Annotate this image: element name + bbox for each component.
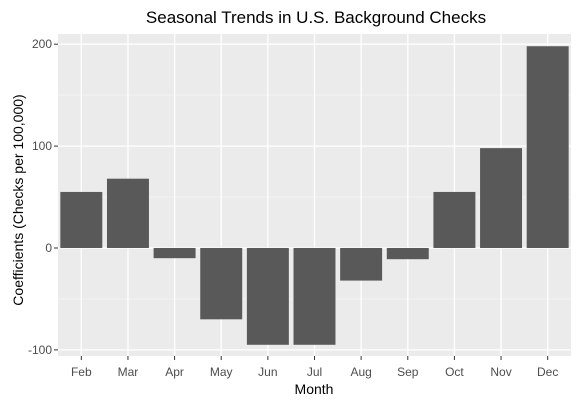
y-tick-label: -100 bbox=[28, 343, 52, 357]
bar-may bbox=[200, 248, 242, 319]
x-tick-label: May bbox=[210, 365, 233, 379]
x-axis-title: Month bbox=[295, 381, 334, 397]
bar-jun bbox=[247, 248, 289, 345]
bar-mar bbox=[107, 179, 149, 248]
bar-sep bbox=[387, 248, 429, 259]
y-axis-title: Coefficients (Checks per 100,000) bbox=[10, 94, 26, 305]
x-tick-label: Mar bbox=[118, 365, 139, 379]
x-tick-label: Feb bbox=[71, 365, 92, 379]
x-tick-label: Nov bbox=[490, 365, 511, 379]
x-tick-label: Apr bbox=[165, 365, 184, 379]
bar-nov bbox=[480, 148, 522, 248]
y-tick-label: 200 bbox=[32, 37, 52, 51]
x-tick-label: Dec bbox=[537, 365, 558, 379]
y-tick-label: 100 bbox=[32, 139, 52, 153]
x-tick-label: Aug bbox=[350, 365, 371, 379]
chart-title: Seasonal Trends in U.S. Background Check… bbox=[146, 8, 486, 27]
y-tick-label: 0 bbox=[45, 241, 52, 255]
x-tick-label: Jun bbox=[258, 365, 277, 379]
bar-oct bbox=[433, 192, 475, 248]
x-tick-label: Jul bbox=[307, 365, 322, 379]
bar-aug bbox=[340, 248, 382, 281]
bar-dec bbox=[527, 46, 569, 248]
x-tick-label: Oct bbox=[445, 365, 464, 379]
x-tick-label: Sep bbox=[397, 365, 419, 379]
bar-apr bbox=[154, 248, 196, 258]
bar-jul bbox=[294, 248, 336, 345]
bar-feb bbox=[60, 192, 102, 248]
